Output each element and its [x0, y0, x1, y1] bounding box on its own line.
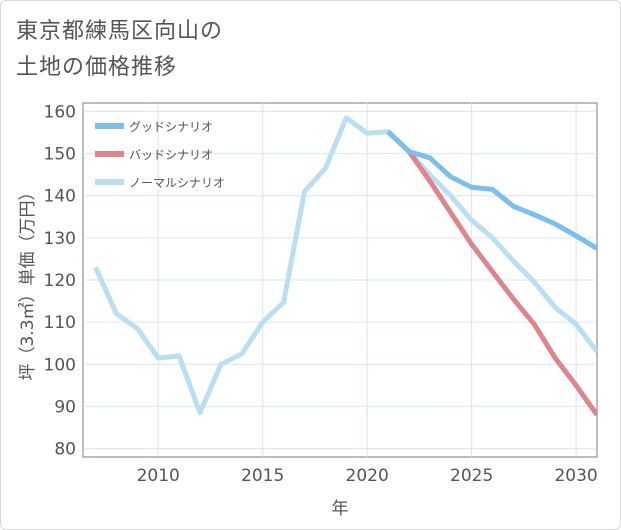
grid-lines [83, 103, 597, 457]
y-tick-label: 120 [44, 271, 76, 291]
x-tick-label: 2020 [346, 466, 389, 486]
y-axis-label: 坪（3.3㎡）単価（万円） [18, 183, 38, 380]
y-tick-label: 80 [54, 440, 76, 460]
y-tick-label: 140 [44, 187, 76, 207]
chart-title-line1: 東京都練馬区向山の [16, 19, 224, 44]
x-axis-ticks: 2010 2015 2020 2025 2030 [137, 466, 598, 486]
legend-label: グッドシナリオ [129, 120, 213, 134]
series-line-0 [386, 129, 597, 251]
chart-title: 東京都練馬区向山の 土地の価格推移 [16, 14, 416, 86]
series-layer [93, 115, 597, 417]
legend-label: ノーマルシナリオ [129, 176, 225, 190]
y-tick-label: 110 [44, 313, 76, 333]
legend-label: バッドシナリオ [129, 148, 213, 162]
y-tick-label: 90 [54, 397, 76, 417]
x-tick-label: 2015 [241, 466, 284, 486]
x-tick-label: 2010 [137, 466, 180, 486]
series-line-1 [386, 129, 597, 417]
y-tick-label: 100 [44, 355, 76, 375]
y-axis-ticks: 80 90 100 110 120 130 140 150 160 [44, 102, 76, 459]
y-tick-label: 130 [44, 229, 76, 249]
x-tick-label: 2025 [450, 466, 493, 486]
x-axis-label: 年 [332, 499, 349, 519]
y-tick-label: 160 [44, 102, 76, 122]
x-tick-label: 2030 [554, 466, 597, 486]
chart-title-line2: 土地の価格推移 [16, 55, 178, 80]
y-tick-label: 150 [44, 145, 76, 165]
series-line-2 [93, 115, 597, 416]
